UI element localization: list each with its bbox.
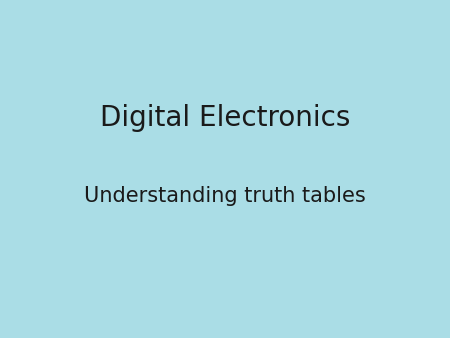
Text: Digital Electronics: Digital Electronics [100, 104, 350, 132]
Text: Understanding truth tables: Understanding truth tables [84, 186, 366, 206]
